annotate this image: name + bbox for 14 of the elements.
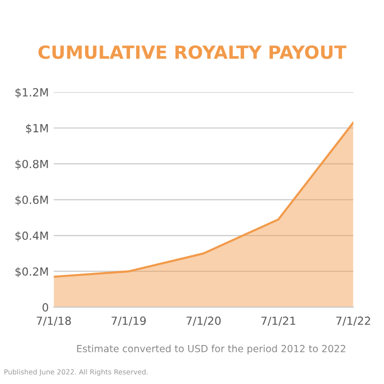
y-tick-label: $0.2M — [15, 267, 48, 278]
y-tick-label: $1M — [26, 124, 48, 134]
y-tick-label: $0.4M — [15, 231, 48, 242]
x-tick-label: 7/1/18 — [36, 316, 71, 326]
y-tick-label: $0.6M — [15, 195, 48, 206]
y-tick-label: $1.2M — [15, 88, 48, 98]
x-tick-label: 7/1/19 — [112, 316, 146, 326]
y-tick-label: $0.8M — [15, 160, 48, 170]
chart-title: CUMULATIVE ROYALTY PAYOUT — [38, 45, 346, 59]
x-tick-label: 7/1/20 — [186, 316, 221, 326]
text: Estimate converted to USD for the period 2012 to 2022 — [77, 344, 346, 354]
y-tick-label: 0 — [42, 303, 48, 312]
x-tick-label: 7/1/21 — [261, 316, 296, 326]
x-tick-label: 7/1/22 — [336, 316, 370, 326]
